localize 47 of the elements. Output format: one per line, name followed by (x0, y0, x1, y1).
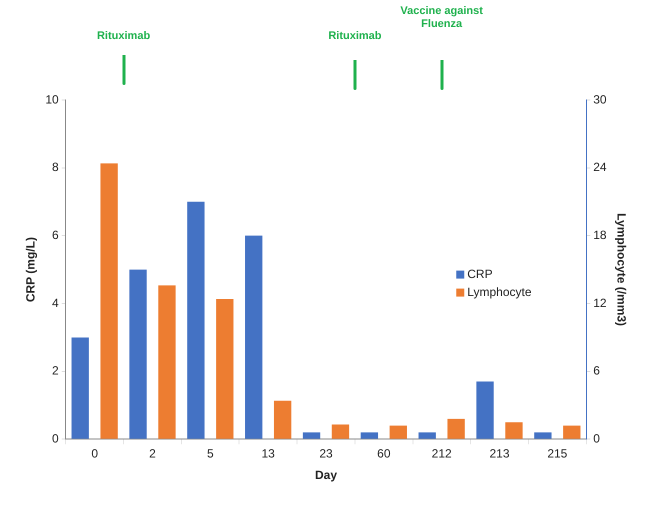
x-tick-label: 212 (432, 446, 452, 461)
y2-axis-title: Lymphocyte (/mm3) (614, 213, 628, 326)
x-tick-label: 13 (261, 446, 276, 461)
x-tick-label: 2 (149, 446, 156, 461)
y-axis-title: CRP (mg/L) (24, 237, 38, 302)
x-tick-label: 5 (206, 446, 214, 461)
x-tick-label: 60 (377, 446, 391, 461)
bar (129, 270, 147, 439)
text: Rituximab (96, 30, 152, 43)
y2-tick-label: 30 (593, 92, 607, 106)
bar (447, 418, 465, 439)
x-tick-label: 213 (489, 446, 510, 461)
y-tick-label: 10 (45, 92, 60, 106)
bar (476, 382, 494, 439)
y2-tick-label: 12 (593, 296, 607, 310)
y-tick-label: 8 (52, 160, 60, 174)
y2-tick-label: 24 (593, 160, 607, 174)
y-tick-label: 0 (52, 432, 60, 446)
bar (390, 426, 407, 439)
bar (100, 163, 118, 439)
bar (360, 432, 378, 439)
bar (302, 432, 320, 439)
bar (245, 236, 262, 439)
bar (216, 299, 234, 439)
bar (274, 400, 292, 439)
y-tick-label: 4 (52, 296, 60, 310)
bar (332, 424, 350, 439)
x-axis-title: Day (314, 468, 338, 482)
legend-label: Lymphocyte (467, 284, 532, 299)
bar (72, 337, 89, 439)
bar (418, 432, 436, 439)
y2-tick-label: 6 (593, 364, 600, 378)
legend-label: CRP (467, 266, 493, 281)
bar (187, 202, 205, 439)
y-tick-label: 6 (52, 228, 60, 242)
bar (158, 285, 176, 439)
x-tick-label: 215 (547, 446, 568, 461)
bar (534, 432, 552, 439)
text: Vaccine against Fluenza (399, 5, 484, 31)
bar (505, 422, 523, 439)
x-tick-label: 0 (91, 446, 98, 461)
x-tick-label: 23 (319, 446, 333, 461)
text: Rituximab (327, 30, 382, 43)
y2-tick-label: 0 (593, 432, 600, 446)
bar (563, 426, 580, 439)
y2-tick-label: 18 (593, 228, 607, 242)
y-tick-label: 2 (52, 364, 60, 378)
